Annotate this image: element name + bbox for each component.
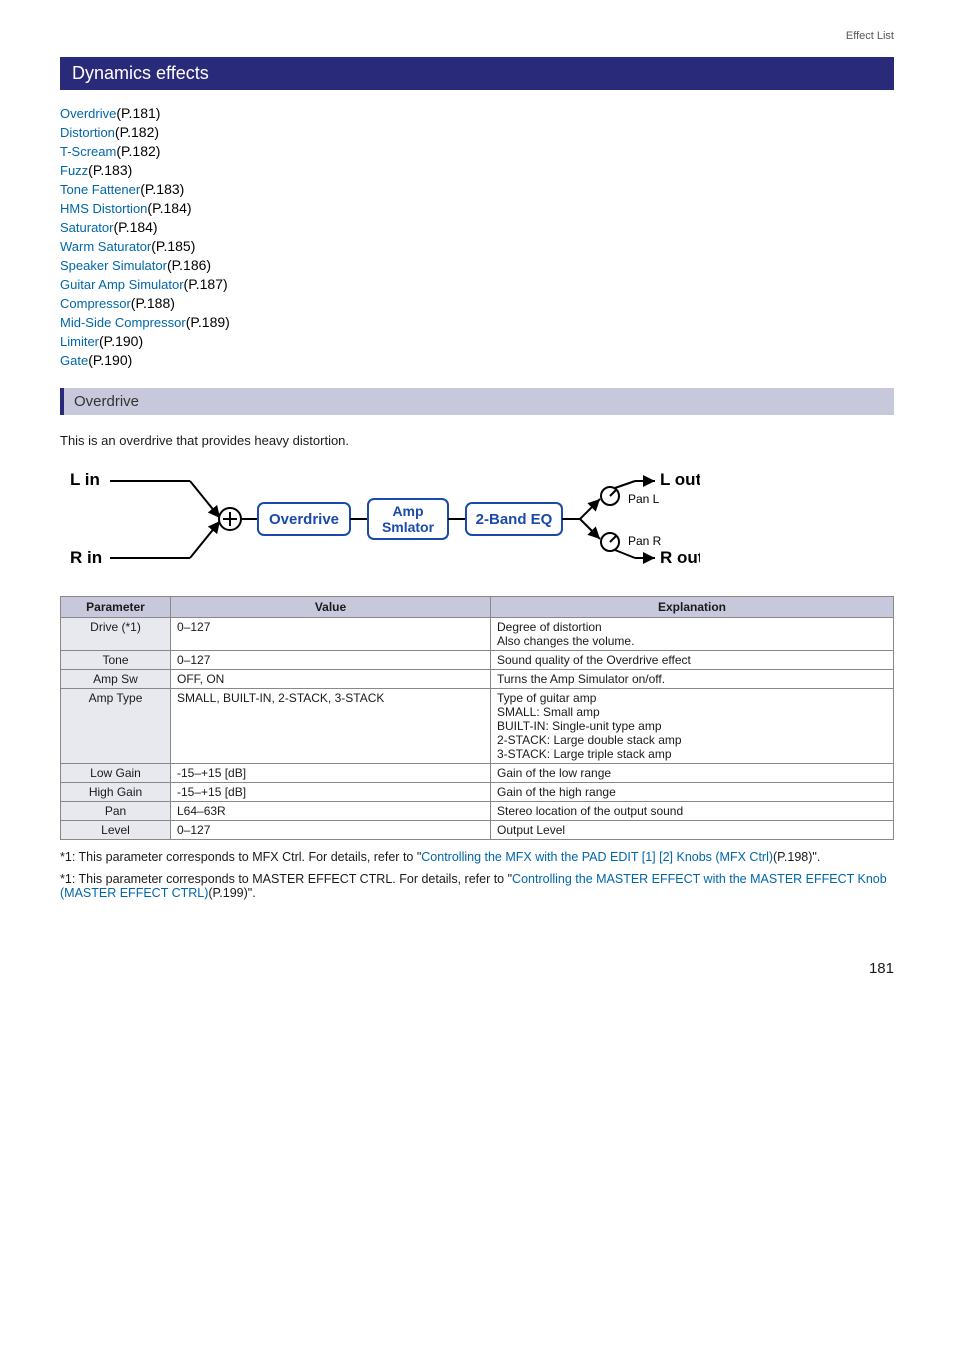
footnote-text: (P.199)".: [208, 886, 255, 900]
cell-param: Low Gain: [61, 764, 171, 783]
box-eq: 2-Band EQ: [476, 511, 553, 528]
breadcrumb: Effect List: [60, 30, 894, 42]
cell-value: OFF, ON: [171, 670, 491, 689]
cell-param: Amp Sw: [61, 670, 171, 689]
pageref: (P.188): [131, 295, 175, 311]
box-overdrive: Overdrive: [269, 511, 339, 528]
pageref: (P.190): [88, 352, 132, 368]
cell-param: Drive (*1): [61, 618, 171, 651]
footnote-1: *1: This parameter corresponds to MFX Ct…: [60, 850, 894, 864]
cell-param: Pan: [61, 802, 171, 821]
effect-link-list: Overdrive(P.181) Distortion(P.182) T-Scr…: [60, 105, 894, 368]
footnote-2: *1: This parameter corresponds to MASTER…: [60, 872, 894, 900]
cell-value: 0–127: [171, 821, 491, 840]
cell-explanation: Degree of distortion Also changes the vo…: [491, 618, 894, 651]
link-guitarampsim[interactable]: Guitar Amp Simulator: [60, 277, 184, 292]
link-distortion[interactable]: Distortion: [60, 125, 115, 140]
pageref: (P.189): [186, 314, 230, 330]
cell-value: 0–127: [171, 651, 491, 670]
cell-explanation: Type of guitar amp SMALL: Small amp BUIL…: [491, 689, 894, 764]
cell-explanation: Gain of the high range: [491, 783, 894, 802]
cell-param: Amp Type: [61, 689, 171, 764]
cell-value: -15–+15 [dB]: [171, 764, 491, 783]
pageref: (P.182): [115, 124, 159, 140]
intro-text: This is an overdrive that provides heavy…: [60, 433, 894, 448]
cell-param: High Gain: [61, 783, 171, 802]
label-l-in: L in: [70, 470, 100, 489]
cell-explanation: Turns the Amp Simulator on/off.: [491, 670, 894, 689]
subsection-title: Overdrive: [60, 388, 894, 415]
section-title: Dynamics effects: [60, 57, 894, 90]
th-parameter: Parameter: [61, 597, 171, 618]
th-value: Value: [171, 597, 491, 618]
pageref: (P.184): [147, 200, 191, 216]
cell-value: L64–63R: [171, 802, 491, 821]
pageref: (P.190): [99, 333, 143, 349]
label-l-out: L out: [660, 470, 700, 489]
pageref: (P.187): [184, 276, 228, 292]
cell-value: 0–127: [171, 618, 491, 651]
link-fuzz[interactable]: Fuzz: [60, 163, 88, 178]
footnote-link[interactable]: Controlling the MFX with the PAD EDIT [1…: [421, 850, 773, 864]
footnote-text: *1: This parameter corresponds to MFX Ct…: [60, 850, 421, 864]
link-overdrive[interactable]: Overdrive: [60, 106, 116, 121]
pageref: (P.186): [167, 257, 211, 273]
th-explanation: Explanation: [491, 597, 894, 618]
pageref: (P.184): [113, 219, 157, 235]
link-hmsdistortion[interactable]: HMS Distortion: [60, 201, 147, 216]
signal-flow-diagram: L in R in Overdrive Amp Smlator 2-Band E…: [60, 463, 894, 576]
pageref: (P.183): [88, 162, 132, 178]
cell-param: Tone: [61, 651, 171, 670]
pageref: (P.183): [140, 181, 184, 197]
label-pan-l: Pan L: [628, 492, 660, 506]
cell-explanation: Sound quality of the Overdrive effect: [491, 651, 894, 670]
link-midsidecomp[interactable]: Mid-Side Compressor: [60, 315, 186, 330]
pageref: (P.181): [116, 105, 160, 121]
label-pan-r: Pan R: [628, 534, 662, 548]
page-number: 181: [60, 960, 894, 977]
label-r-out: R out: [660, 548, 700, 567]
cell-explanation: Stereo location of the output sound: [491, 802, 894, 821]
cell-value: SMALL, BUILT-IN, 2-STACK, 3-STACK: [171, 689, 491, 764]
link-warmsaturator[interactable]: Warm Saturator: [60, 239, 151, 254]
box-amp-top: Amp: [392, 503, 423, 519]
link-tscream[interactable]: T-Scream: [60, 144, 116, 159]
cell-explanation: Output Level: [491, 821, 894, 840]
cell-param: Level: [61, 821, 171, 840]
link-gate[interactable]: Gate: [60, 353, 88, 368]
link-limiter[interactable]: Limiter: [60, 334, 99, 349]
link-speakersim[interactable]: Speaker Simulator: [60, 258, 167, 273]
parameter-table: Parameter Value Explanation Drive (*1)0–…: [60, 596, 894, 840]
link-compressor[interactable]: Compressor: [60, 296, 131, 311]
cell-value: -15–+15 [dB]: [171, 783, 491, 802]
pageref: (P.185): [151, 238, 195, 254]
cell-explanation: Gain of the low range: [491, 764, 894, 783]
footnote-text: (P.198)".: [773, 850, 820, 864]
link-saturator[interactable]: Saturator: [60, 220, 113, 235]
label-r-in: R in: [70, 548, 102, 567]
pageref: (P.182): [116, 143, 160, 159]
footnote-text: *1: This parameter corresponds to MASTER…: [60, 872, 512, 886]
link-tonefattener[interactable]: Tone Fattener: [60, 182, 140, 197]
box-amp-bot: Smlator: [382, 519, 435, 535]
